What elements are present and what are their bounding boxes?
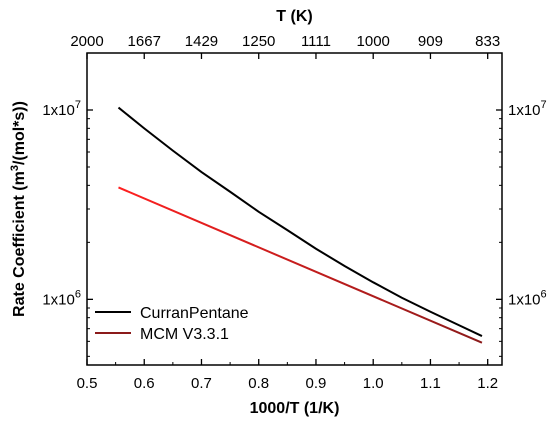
x-tick-label: 1.1 (420, 375, 441, 392)
x-tick-label: 0.8 (248, 375, 269, 392)
x-axis-title: 1000/T (1/K) (250, 400, 340, 417)
top-tick-label: 909 (418, 33, 443, 50)
y-tick-label-right: 1x106 (508, 288, 547, 308)
legend-label-mcm: MCM V3.3.1 (140, 326, 229, 343)
top-tick-label: 833 (475, 33, 500, 50)
x-tick-label: 0.7 (191, 375, 212, 392)
x-tick-label: 0.9 (306, 375, 327, 392)
series-curranpentane-line (117, 106, 483, 337)
legend-label-curran: CurranPentane (140, 305, 249, 322)
series-mcm-line (118, 186, 483, 344)
y-axis-title: Rate Coefficient (m3/(mol*s)) (9, 101, 28, 317)
x-tick-label: 1.0 (363, 375, 384, 392)
top-tick-label: 2000 (70, 33, 103, 50)
top-tick-label: 1111 (301, 33, 331, 50)
top-tick-label: 1667 (128, 33, 161, 50)
y-tick-label-right: 1x107 (508, 99, 547, 119)
y-tick-label-left: 1x106 (42, 288, 81, 308)
top-tick-label: 1429 (185, 33, 218, 50)
plot-frame (86, 52, 503, 366)
x-tick-label: 1.2 (477, 375, 498, 392)
x-tick-label: 0.6 (134, 375, 155, 392)
top-tick-label: 1000 (357, 33, 390, 50)
legend: CurranPentane MCM V3.3.1 (95, 305, 249, 343)
x-tick-label: 0.5 (77, 375, 98, 392)
top-axis-title: T (K) (276, 8, 312, 25)
top-tick-label: 1250 (242, 33, 275, 50)
y-tick-label-left: 1x107 (42, 99, 81, 119)
